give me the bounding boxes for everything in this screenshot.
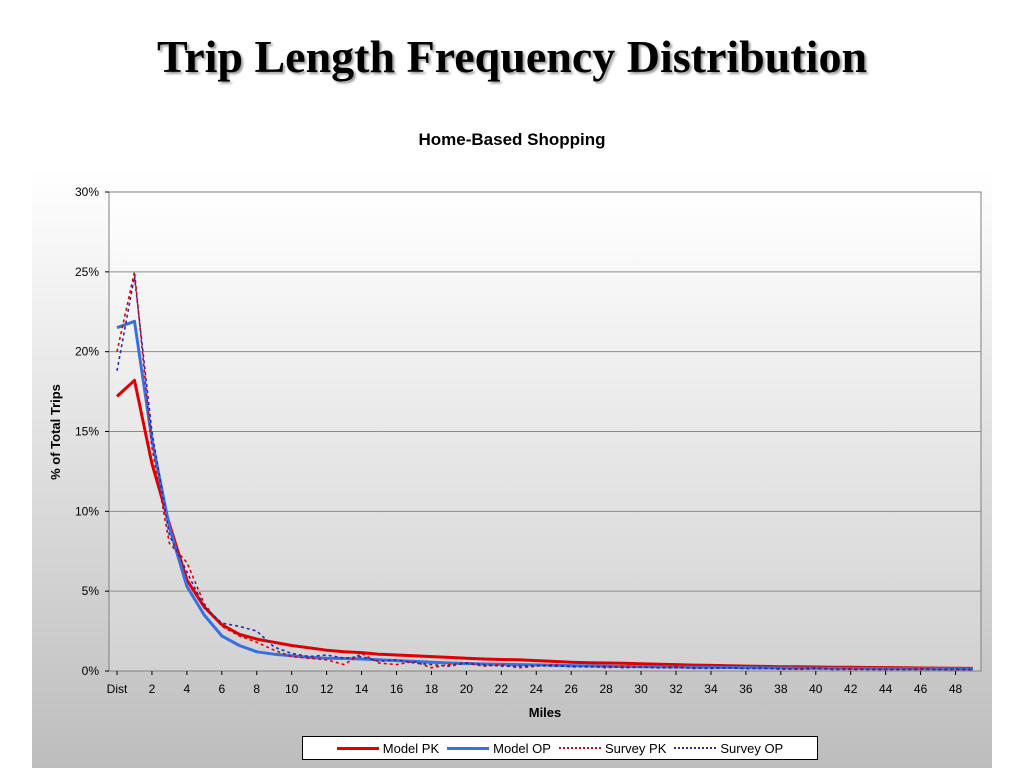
y-tick-label: 0%: [82, 664, 100, 678]
x-tick-label: 20: [460, 682, 474, 696]
y-tick-label: 5%: [82, 584, 100, 598]
series-lines: [115, 271, 974, 671]
legend-item: Survey OP: [674, 741, 783, 756]
legend-swatch: [447, 746, 490, 750]
legend-label: Survey OP: [720, 740, 784, 756]
x-tick-label: 14: [355, 682, 369, 696]
legend-item: Model PK: [336, 740, 440, 756]
x-tick-label: 44: [879, 682, 893, 696]
legend-swatch: [336, 746, 379, 750]
chart-panel: 0% 5% 10% 15% 20% 25% 30% Dist 2 4 6 8 10 12 14 16 18 20…: [32, 170, 992, 768]
x-tick-label: 6: [218, 682, 225, 696]
x-tick-label: 28: [599, 682, 613, 696]
x-tick-label: 32: [669, 682, 683, 696]
x-tick-label: 24: [530, 682, 544, 696]
series-line-4: [116, 275, 973, 671]
x-tick-label: 30: [634, 682, 648, 696]
x-tick-label: 2: [149, 682, 156, 696]
y-tick-label: 30%: [75, 185, 99, 199]
y-tick-label: 20%: [75, 345, 99, 359]
legend-item: Survey PK: [558, 740, 667, 756]
x-tick-label: 42: [844, 682, 858, 696]
x-tick-label: 12: [320, 682, 334, 696]
x-tick-label: 36: [739, 682, 753, 696]
line-chart: 0%5%10%15%20%25%30% Dist 2 4 6 8 10 12 14 16 18 20…: [32, 170, 992, 768]
x-tick-label: 38: [774, 682, 788, 696]
y-tick-label: 15%: [75, 425, 99, 439]
legend-swatch: [674, 747, 717, 749]
x-tick-label: Dist: [107, 682, 128, 696]
x-tick-label: 16: [390, 682, 404, 696]
x-axis-title: Miles: [529, 705, 562, 720]
y-tick-label: 10%: [75, 504, 99, 518]
x-tick-label: 22: [495, 682, 509, 696]
x-tick-label: 46: [914, 682, 928, 696]
x-tick-label: 8: [253, 682, 260, 696]
chart-title: Home-Based Shopping: [418, 130, 606, 149]
legend-item: Model OP: [447, 741, 551, 756]
x-tick-label: 18: [425, 682, 439, 696]
x-axis-ticks: Dist 2 4 6 8 10 12 14 16 18 20 22 24 26 28 30 32 34 36 38 40…: [107, 671, 963, 696]
slide-title: Trip Length Frequency Distribution: [156, 31, 868, 82]
y-tick-label: 25%: [75, 265, 99, 279]
legend-swatch: [558, 747, 601, 749]
gridlines: [109, 271, 981, 592]
legend-label: Survey PK: [604, 740, 667, 756]
legend-label: Model PK: [382, 740, 440, 756]
y-axis-ticks: 0% 5% 10% 15% 20% 25% 30%: [75, 185, 109, 678]
x-tick-label: 10: [285, 682, 299, 696]
legend-label: Model OP: [493, 740, 551, 756]
legend: Model PK Model OP Survey PK Survey OP: [302, 736, 818, 760]
x-tick-label: 34: [704, 682, 718, 696]
x-tick-label: 26: [565, 682, 579, 696]
x-tick-label: 48: [949, 682, 963, 696]
x-tick-label: 40: [809, 682, 823, 696]
y-axis-title: % of Total Trips: [48, 384, 63, 480]
x-tick-label: 4: [184, 682, 191, 696]
